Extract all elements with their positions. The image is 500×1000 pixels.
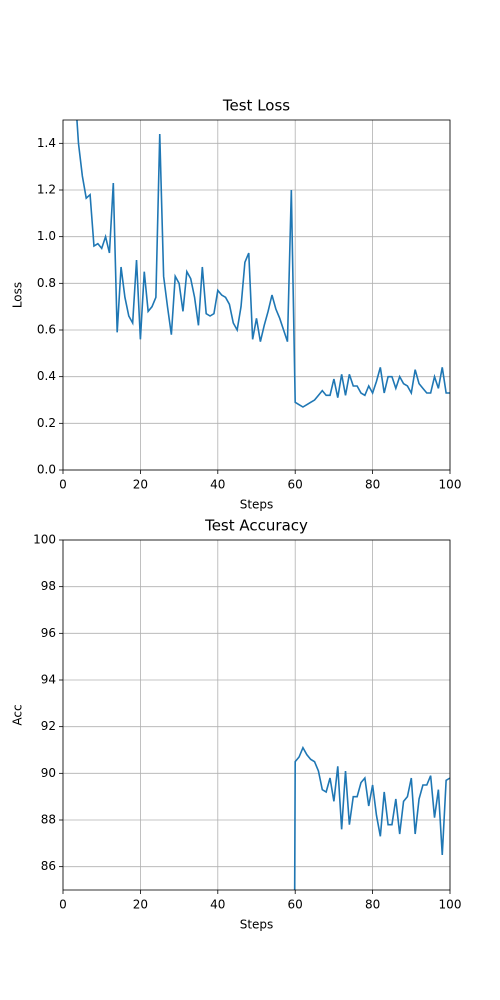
y-tick-label: 94 <box>41 673 56 687</box>
y-axis-label: Acc <box>11 704 25 725</box>
data-line <box>293 745 450 890</box>
x-tick-label: 20 <box>133 478 148 492</box>
x-axis-label: Steps <box>240 918 274 932</box>
y-tick-label: 1.0 <box>37 229 56 243</box>
x-tick-label: 20 <box>133 898 148 912</box>
x-tick-label: 100 <box>439 478 462 492</box>
x-tick-label: 40 <box>210 478 225 492</box>
x-tick-label: 60 <box>288 478 303 492</box>
axes: 0 20 40 60 80 100 86 88 90 92 94 96 98 100 Test Accura… <box>11 517 462 932</box>
y-axis-label: Loss <box>11 282 25 308</box>
y-tick-label: 0.6 <box>37 323 56 337</box>
y-tick-label: 98 <box>41 579 56 593</box>
x-tick-label: 0 <box>59 898 67 912</box>
y-tick-label: 88 <box>41 813 56 827</box>
x-axis-label: Steps <box>240 498 274 512</box>
axes-frame <box>62 539 451 891</box>
y-tick-label: 100 <box>33 533 56 547</box>
x-tick-label: 80 <box>365 898 380 912</box>
x-tick-label: 40 <box>210 898 225 912</box>
x-tick-label: 100 <box>439 898 462 912</box>
x-tick-label: 60 <box>288 898 303 912</box>
chart-title: Test Loss <box>222 97 290 115</box>
y-tick-label: 1.4 <box>37 136 56 150</box>
x-tick-label: 0 <box>59 478 67 492</box>
y-tick-label: 96 <box>41 626 56 640</box>
axes: 0 20 40 60 80 100 0.0 0.2 0.4 0.6 0.8 1.0 1.2 1.4 Test… <box>11 97 462 512</box>
y-tick-label: 0.0 <box>37 463 56 477</box>
y-tick-label: 0.2 <box>37 416 56 430</box>
y-tick-label: 1.2 <box>37 183 56 197</box>
y-tick-label: 86 <box>41 859 56 873</box>
x-tick-label: 80 <box>365 478 380 492</box>
axes-frame <box>62 119 451 471</box>
y-tick-label: 0.4 <box>37 369 56 383</box>
chart-title: Test Accuracy <box>204 517 308 535</box>
y-tick-label: 0.8 <box>37 276 56 290</box>
data-line <box>76 120 450 408</box>
y-tick-label: 92 <box>41 719 56 733</box>
y-tick-label: 90 <box>41 766 56 780</box>
